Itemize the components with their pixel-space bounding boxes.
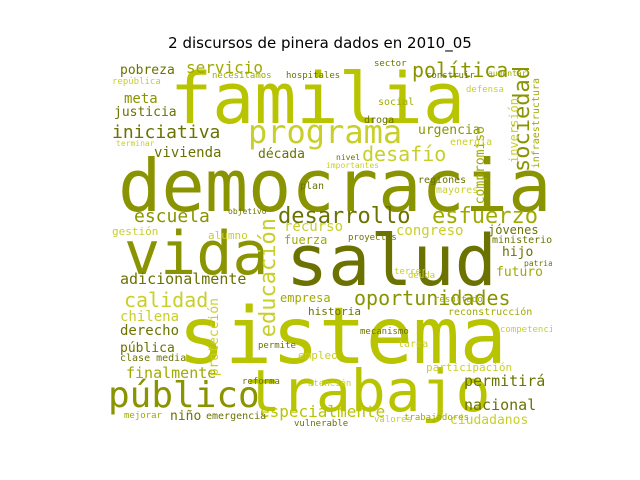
word: derecho — [120, 323, 180, 339]
word: meta — [124, 91, 158, 107]
word: hospitales — [286, 71, 341, 81]
word: jóvenes — [488, 223, 539, 237]
word: proyectos — [348, 233, 397, 243]
word: fuerza — [284, 233, 328, 247]
word: oportunidades — [354, 286, 511, 310]
word: sistema — [178, 292, 507, 382]
word: ciudadanos — [450, 413, 529, 428]
word: sector — [374, 59, 407, 69]
word: república — [112, 77, 161, 87]
word: atención — [308, 379, 352, 389]
word: vida — [124, 219, 269, 289]
word: clase media — [120, 353, 187, 364]
word: finalmente — [126, 364, 217, 382]
word: tercer — [394, 267, 427, 277]
word: trabajadores — [404, 413, 470, 423]
word: mejorar — [124, 411, 162, 421]
word: pobreza — [120, 63, 175, 78]
word: niño — [170, 409, 202, 424]
word-cloud: familia democracia salud sistema vida tr… — [108, 58, 552, 428]
word: patria — [524, 259, 552, 268]
word: aumentar — [488, 69, 527, 78]
word: historia — [308, 305, 361, 318]
word: infraestructura — [531, 78, 542, 169]
word: resultado — [434, 295, 483, 305]
word: permite — [258, 341, 296, 351]
word: especialmente — [260, 402, 386, 421]
word: vulnerable — [294, 419, 349, 429]
word: valores — [374, 415, 412, 425]
word: alumno — [208, 229, 248, 242]
word: mayores — [436, 185, 479, 196]
word: terminar — [116, 139, 155, 148]
word: pública — [120, 341, 175, 356]
word: adicionalmente — [120, 270, 247, 288]
word: democracia — [118, 144, 552, 228]
word: congreso — [396, 223, 464, 239]
word: defensa — [466, 85, 504, 95]
word: construir — [426, 71, 475, 81]
word: energía — [450, 137, 493, 148]
word: nacional — [464, 396, 537, 414]
word: participación — [426, 361, 513, 374]
word: esfuerzo — [432, 204, 538, 229]
word: deuda — [408, 271, 436, 281]
word: educación — [256, 218, 281, 338]
page-title: 2 discursos de pinera dados en 2010_05 — [168, 34, 472, 52]
word: justicia — [114, 105, 177, 120]
word: público — [108, 375, 260, 416]
word: mecanismo — [360, 327, 409, 337]
word: gestión — [112, 225, 159, 238]
word: permitirá — [464, 372, 546, 390]
word: reconstrucción — [448, 307, 533, 318]
word: urgencia — [418, 123, 481, 138]
word: década — [258, 147, 305, 162]
word: protección — [207, 298, 222, 377]
word: familia — [170, 58, 466, 140]
word: ministerio — [492, 235, 552, 246]
word: regiones — [418, 175, 467, 186]
word: desafío — [362, 142, 447, 166]
word: objetivo — [228, 207, 267, 216]
word: vivienda — [154, 145, 222, 161]
word: futuro — [496, 265, 543, 280]
word: empleo — [298, 349, 338, 362]
word: nivel — [336, 153, 361, 162]
word: reforma — [242, 377, 280, 387]
word: política — [412, 58, 509, 82]
word: programa — [248, 113, 403, 151]
word: trabajo — [246, 357, 491, 425]
word: chilena — [120, 309, 180, 325]
word: servicio — [186, 58, 264, 77]
word: salud — [286, 220, 497, 302]
word: hijo — [502, 245, 534, 260]
word: iniciativa — [112, 122, 221, 143]
word: inversión — [507, 98, 521, 164]
word: social — [378, 97, 415, 108]
word: plan — [300, 181, 325, 192]
word: empresa — [280, 291, 331, 305]
word: calidad — [124, 288, 209, 312]
word: desarrollo — [278, 204, 411, 229]
word: tarea — [398, 339, 429, 350]
word: emergencia — [206, 411, 267, 422]
word: recurso — [284, 219, 344, 235]
word: importantes — [326, 161, 379, 170]
word: droga — [364, 115, 395, 126]
word: escuela — [134, 206, 210, 227]
word: necesitamos — [212, 71, 272, 81]
